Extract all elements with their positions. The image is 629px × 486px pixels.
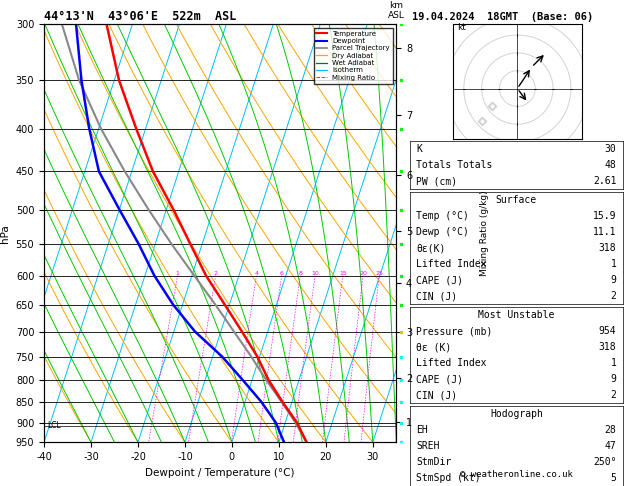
- Text: SREH: SREH: [416, 441, 440, 451]
- Text: CIN (J): CIN (J): [416, 291, 458, 301]
- Text: 9: 9: [611, 374, 616, 384]
- Text: 8: 8: [298, 271, 302, 276]
- Text: 4: 4: [255, 271, 259, 276]
- Text: 44°13'N  43°06'E  522m  ASL: 44°13'N 43°06'E 522m ASL: [44, 10, 237, 23]
- Text: 250°: 250°: [593, 457, 616, 468]
- Legend: Temperature, Dewpoint, Parcel Trajectory, Dry Adiabat, Wet Adiabat, Isotherm, Mi: Temperature, Dewpoint, Parcel Trajectory…: [314, 28, 392, 84]
- Text: Dewp (°C): Dewp (°C): [416, 227, 469, 237]
- Text: PW (cm): PW (cm): [416, 176, 458, 186]
- Text: © weatheronline.co.uk: © weatheronline.co.uk: [460, 469, 573, 479]
- Text: 6: 6: [280, 271, 284, 276]
- Text: 47: 47: [604, 441, 616, 451]
- Text: kt: kt: [457, 23, 465, 32]
- Text: 15.9: 15.9: [593, 211, 616, 221]
- Text: Mixing Ratio (g/kg): Mixing Ratio (g/kg): [480, 191, 489, 276]
- Text: CIN (J): CIN (J): [416, 390, 458, 400]
- Text: 9: 9: [611, 275, 616, 285]
- Text: θε(K): θε(K): [416, 243, 446, 253]
- Text: K: K: [416, 144, 422, 154]
- Text: 318: 318: [599, 243, 616, 253]
- Text: Most Unstable: Most Unstable: [478, 310, 555, 320]
- Text: LCL: LCL: [48, 421, 61, 431]
- Text: 20: 20: [359, 271, 367, 276]
- Text: Pressure (mb): Pressure (mb): [416, 326, 493, 336]
- Text: 1: 1: [175, 271, 179, 276]
- Text: θε (K): θε (K): [416, 342, 452, 352]
- Text: 318: 318: [599, 342, 616, 352]
- Text: 28: 28: [604, 425, 616, 435]
- Text: Totals Totals: Totals Totals: [416, 160, 493, 170]
- Text: EH: EH: [416, 425, 428, 435]
- Text: StmSpd (kt): StmSpd (kt): [416, 473, 481, 484]
- Text: 1: 1: [611, 358, 616, 368]
- Text: 10: 10: [311, 271, 319, 276]
- Text: 30: 30: [604, 144, 616, 154]
- Text: Lifted Index: Lifted Index: [416, 259, 487, 269]
- X-axis label: Dewpoint / Temperature (°C): Dewpoint / Temperature (°C): [145, 468, 295, 478]
- Text: 2: 2: [611, 390, 616, 400]
- Y-axis label: hPa: hPa: [0, 224, 10, 243]
- Text: CAPE (J): CAPE (J): [416, 275, 464, 285]
- Text: Hodograph: Hodograph: [490, 409, 543, 419]
- Text: 1: 1: [611, 259, 616, 269]
- Text: 2: 2: [611, 291, 616, 301]
- Text: 25: 25: [376, 271, 383, 276]
- Text: km
ASL: km ASL: [388, 0, 404, 20]
- Text: StmDir: StmDir: [416, 457, 452, 468]
- Text: 11.1: 11.1: [593, 227, 616, 237]
- Text: CAPE (J): CAPE (J): [416, 374, 464, 384]
- Text: 19.04.2024  18GMT  (Base: 06): 19.04.2024 18GMT (Base: 06): [412, 12, 593, 22]
- Text: 15: 15: [339, 271, 347, 276]
- Text: 2: 2: [214, 271, 218, 276]
- Text: Lifted Index: Lifted Index: [416, 358, 487, 368]
- Text: 954: 954: [599, 326, 616, 336]
- Text: 48: 48: [604, 160, 616, 170]
- Text: Surface: Surface: [496, 195, 537, 205]
- Text: 2.61: 2.61: [593, 176, 616, 186]
- Text: 5: 5: [611, 473, 616, 484]
- Text: Temp (°C): Temp (°C): [416, 211, 469, 221]
